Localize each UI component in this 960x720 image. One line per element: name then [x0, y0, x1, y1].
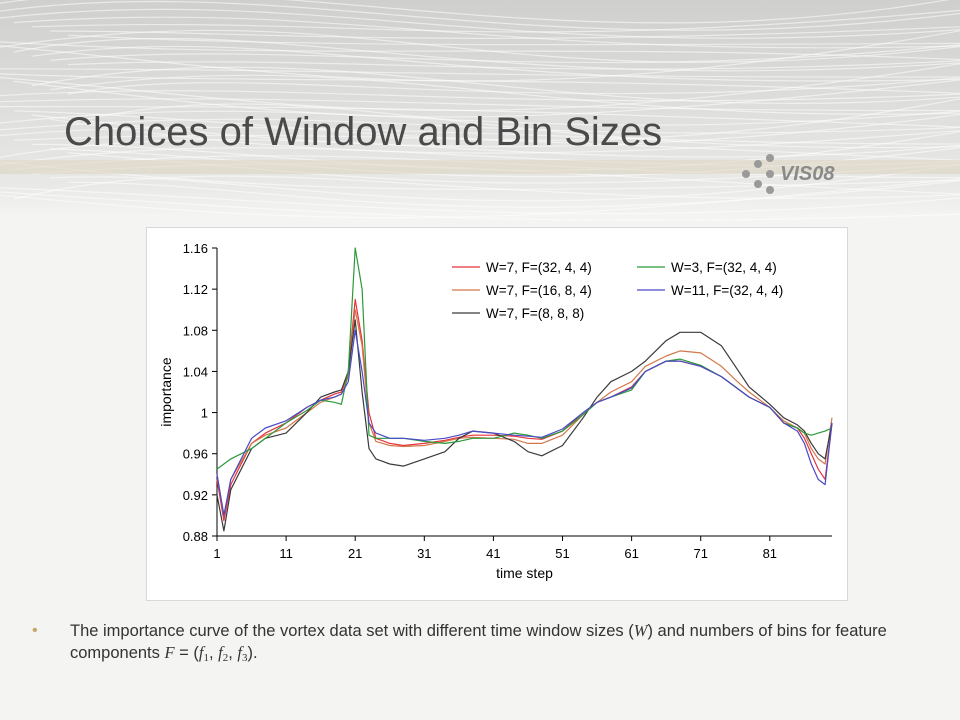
background-wisp	[0, 126, 960, 145]
y-tick-label: 1.08	[183, 323, 208, 338]
y-tick-label: 0.96	[183, 447, 208, 462]
background-wisp	[0, 90, 960, 102]
x-tick-label: 61	[624, 546, 638, 561]
legend-label: W=7, F=(16, 8, 4)	[486, 283, 592, 298]
series-line-3	[216, 319, 833, 532]
background-wisp	[0, 29, 960, 63]
background-wisp	[0, 63, 960, 112]
background-wisp	[31, 66, 960, 104]
series-line-2	[216, 309, 833, 516]
x-tick-label: 11	[279, 546, 293, 561]
x-axis-label: time step	[496, 565, 553, 581]
background-wisp	[0, 110, 960, 126]
background-wisp	[67, 34, 960, 46]
background-wisp	[31, 45, 960, 82]
vis08-logo: VIS08	[742, 154, 835, 194]
x-tick-labels: 1 11 21 31 41 51 61 71 81	[213, 546, 777, 561]
background-wisp	[0, 118, 960, 134]
background-wisp	[0, 68, 960, 78]
legend-label: W=7, F=(32, 4, 4)	[486, 260, 592, 275]
y-axis-label: importance	[158, 357, 174, 426]
background-wisp	[0, 0, 960, 31]
chart-axes	[212, 247, 832, 541]
series-line-5	[216, 329, 833, 516]
y-tick-label: 1.12	[183, 282, 208, 297]
background-wisp	[0, 8, 960, 39]
background-wisp	[49, 74, 960, 115]
background-wisp	[0, 98, 960, 112]
x-tick-label: 21	[348, 546, 362, 561]
x-tick-label: 71	[693, 546, 707, 561]
background-wisp	[31, 9, 960, 33]
chart-legend: W=7, F=(32, 4, 4) W=3, F=(32, 4, 4) W=7, F…	[452, 260, 783, 321]
logo-text: VIS08	[780, 163, 835, 185]
background-wisp	[13, 175, 960, 200]
y-tick-label: 1	[201, 406, 208, 421]
y-tick-label: 0.88	[183, 529, 208, 544]
y-tick-labels: 0.88 0.92 0.96 1 1.04 1.08 1.12 1.16	[183, 241, 208, 544]
y-tick-label: 0.92	[183, 488, 208, 503]
slide-title: Choices of Window and Bin Sizes	[64, 110, 663, 154]
caption-text: The importance curve of the vortex data …	[70, 621, 887, 664]
background-wisp	[49, 163, 960, 202]
background-wisp	[0, 0, 950, 24]
background-wisp	[67, 180, 960, 208]
title-separator-band	[0, 160, 960, 174]
chart-panel: 0.88 0.92 0.96 1 1.04 1.08 1.12 1.16 1 11 21 31 41 5…	[146, 227, 848, 601]
x-tick-label: 31	[417, 546, 431, 561]
background-wisp	[67, 60, 960, 70]
bullet-icon: •	[32, 622, 38, 639]
background-wisp	[0, 187, 960, 215]
background-wisp	[13, 37, 960, 72]
y-tick-label: 1.04	[183, 364, 208, 379]
legend-label: W=3, F=(32, 4, 4)	[671, 260, 777, 275]
x-tick-label: 51	[555, 546, 569, 561]
caption-bullet: • The importance curve of the vortex dat…	[32, 620, 920, 669]
x-tick-label: 81	[763, 546, 777, 561]
background-wisp	[13, 79, 960, 118]
background-wisp	[0, 178, 960, 219]
background-wisp	[0, 106, 960, 128]
x-tick-label: 41	[486, 546, 500, 561]
y-tick-label: 1.16	[183, 241, 208, 256]
background-wisp	[0, 139, 960, 158]
legend-label: W=11, F=(32, 4, 4)	[671, 283, 783, 298]
background-wisp	[49, 44, 960, 64]
legend-label: W=7, F=(8, 8, 8)	[486, 306, 584, 321]
series-lines	[216, 247, 833, 532]
background-wisp	[49, 118, 960, 154]
background-wisp	[13, 98, 960, 141]
background-wisp	[67, 77, 960, 95]
x-tick-label: 1	[213, 546, 220, 561]
